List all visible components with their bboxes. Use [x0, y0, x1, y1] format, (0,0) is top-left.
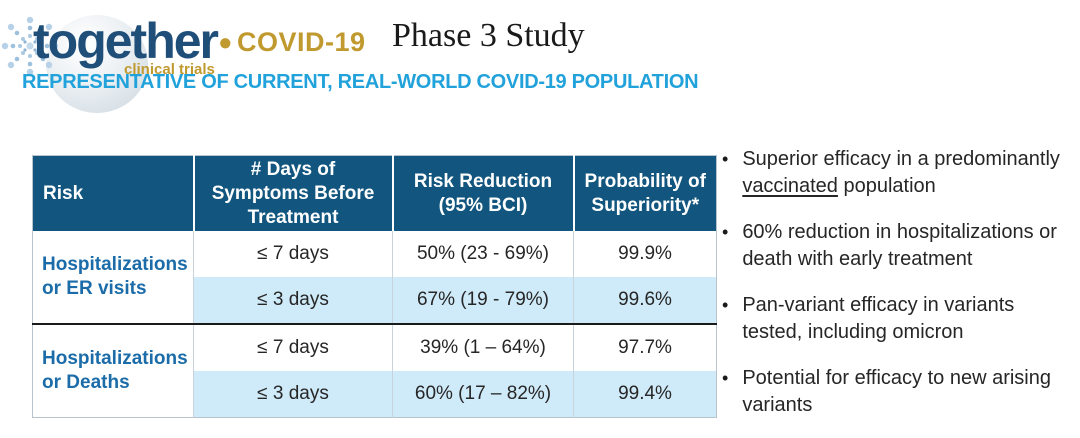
- bullet-text: Pan-variant efficacy in variants tested,…: [742, 294, 1015, 343]
- risk-group-label-er-visits: Hospitalizations or ER visits: [32, 231, 194, 325]
- bullet-text: Superior efficacy in a predominantly vac…: [742, 146, 1078, 200]
- bullet-dot-icon: •: [722, 295, 729, 315]
- table-row: Hospitalizations or Deaths ≤ 7 days 39% …: [32, 323, 717, 418]
- page-subtitle: REPRESENTATIVE OF CURRENT, REAL-WORLD CO…: [22, 71, 699, 93]
- cell-days: ≤ 3 days: [193, 371, 393, 418]
- table-row: ≤ 3 days 67% (19 - 79%) 99.6%: [33, 277, 717, 325]
- bullet-dot-icon: •: [722, 368, 729, 388]
- risk-table: Risk # Days of Symptoms Before Treatment…: [32, 155, 717, 419]
- globe-icon: [46, 15, 148, 113]
- cell-probability: 99.6%: [573, 277, 717, 325]
- table-row: Hospitalizations or ER visits ≤ 7 days 5…: [32, 231, 717, 325]
- bullet-item: • Superior efficacy in a predominantly v…: [722, 146, 1078, 200]
- column-header-days: # Days of Symptoms Before Treatment: [192, 155, 393, 232]
- cell-risk-reduction: 67% (19 - 79%): [392, 277, 574, 325]
- bullet-text: 60% reduction in hospitalizations or dea…: [742, 221, 1057, 270]
- bullet-text: Potential for efficacy to new arising va…: [742, 367, 1051, 416]
- cell-risk-reduction: 39% (1 – 64%): [392, 323, 574, 372]
- cell-days: ≤ 3 days: [193, 277, 393, 325]
- table-header-row: Risk # Days of Symptoms Before Treatment…: [32, 155, 717, 232]
- product-label: COVID-19: [237, 27, 366, 57]
- cell-probability: 97.7%: [573, 323, 717, 372]
- bullet-text-pre: Superior efficacy in a predominantly: [742, 148, 1060, 170]
- together-logo: together clinical trials • COVID-19: [0, 0, 660, 113]
- column-header-risk-reduction: Risk Reduction (95% BCI): [391, 155, 574, 232]
- brand-wordmark: together: [33, 13, 219, 69]
- bullet-item: • Potential for efficacy to new arising …: [722, 365, 1078, 419]
- bullet-item: • Pan-variant efficacy in variants teste…: [722, 292, 1078, 346]
- brand-tagline: clinical trials: [124, 61, 215, 78]
- cell-probability: 99.9%: [573, 231, 717, 278]
- column-header-probability: Probability of Superiority*: [572, 155, 717, 232]
- bullet-dot-icon: •: [722, 222, 729, 242]
- bullet-dot-icon: •: [722, 149, 729, 169]
- bullet-text-post: population: [837, 175, 936, 197]
- brand-separator-dot: •: [219, 22, 232, 63]
- risk-group-label-deaths: Hospitalizations or Deaths: [32, 323, 194, 418]
- bullet-item: • 60% reduction in hospitalizations or d…: [722, 219, 1078, 273]
- bullet-text-underlined: vaccinated: [742, 175, 838, 197]
- cell-risk-reduction: 60% (17 – 82%): [392, 371, 574, 418]
- bullet-list: • Superior efficacy in a predominantly v…: [722, 146, 1078, 438]
- table-row: ≤ 3 days 60% (17 – 82%) 99.4%: [33, 371, 717, 418]
- cell-days: ≤ 7 days: [193, 323, 393, 372]
- cell-days: ≤ 7 days: [193, 231, 393, 278]
- column-header-risk: Risk: [32, 155, 194, 232]
- virus-icon: [1, 16, 59, 76]
- cell-risk-reduction: 50% (23 - 69%): [392, 231, 574, 278]
- page-title: Phase 3 Study: [392, 17, 585, 54]
- cell-probability: 99.4%: [573, 371, 717, 418]
